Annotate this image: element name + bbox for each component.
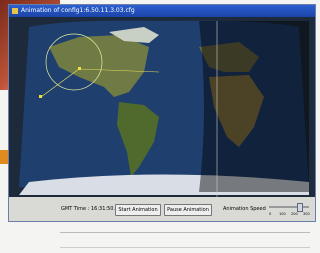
speed-slider[interactable] bbox=[269, 206, 309, 208]
window: Animation of config1:6.50.11.3.03.cfg GM… bbox=[8, 4, 316, 222]
night-shade bbox=[199, 21, 309, 192]
pause-button[interactable]: Pause Animation bbox=[164, 204, 212, 216]
map bbox=[9, 17, 315, 197]
control-bar: GMT Time : 16:31:50.673 Start Animation … bbox=[9, 197, 315, 221]
ground-station bbox=[39, 95, 42, 98]
window-title: Animation of config1:6.50.11.3.03.cfg bbox=[21, 7, 135, 14]
slider-tick: 300 bbox=[303, 212, 310, 216]
satellite bbox=[78, 67, 81, 70]
slider-tick: 0 bbox=[269, 212, 271, 216]
speed-label: Animation Speed bbox=[223, 206, 266, 212]
background-mark bbox=[0, 150, 8, 164]
window-icon bbox=[12, 8, 18, 14]
slider-knob[interactable] bbox=[297, 203, 303, 212]
page: {"window": {"title": "Animation of confi… bbox=[0, 0, 317, 253]
gmt-label: GMT Time : bbox=[61, 206, 89, 212]
slider-tick: 100 bbox=[279, 212, 286, 216]
title-bar: Animation of config1:6.50.11.3.03.cfg bbox=[9, 5, 315, 17]
start-button[interactable]: Start Animation bbox=[115, 204, 161, 216]
background-lines bbox=[60, 232, 310, 248]
slider-tick: 200 bbox=[291, 212, 298, 216]
